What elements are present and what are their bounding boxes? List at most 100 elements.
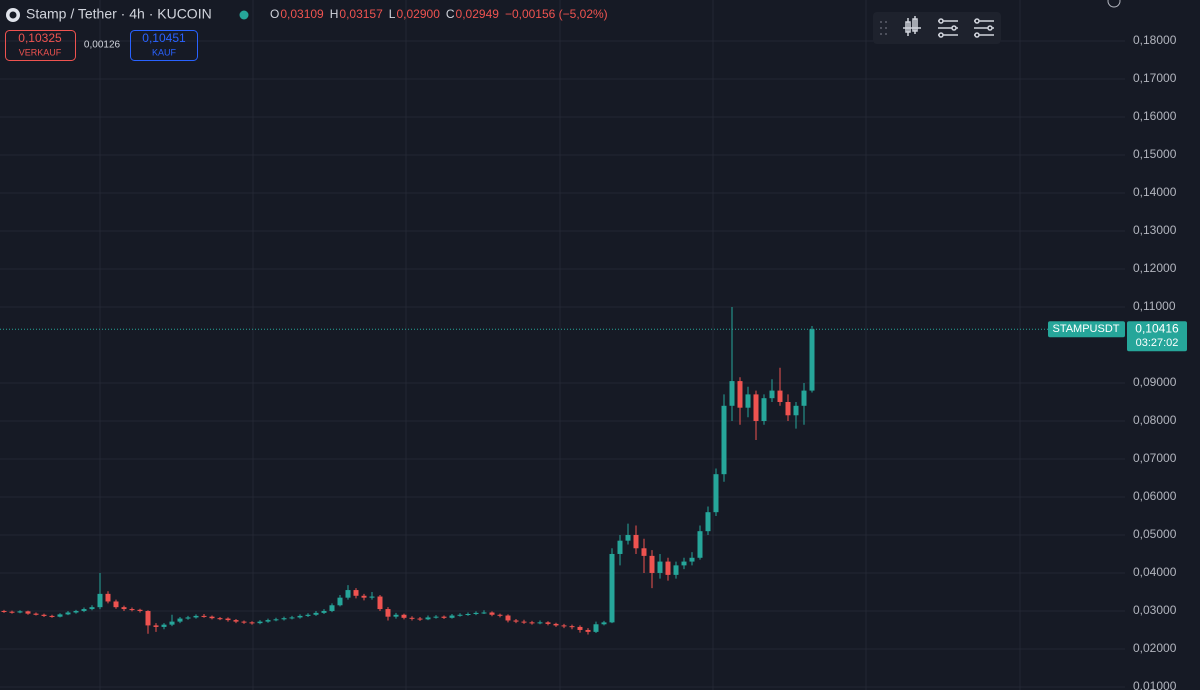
candle-body	[761, 398, 767, 421]
candle-body	[505, 615, 511, 621]
candle-body	[65, 612, 71, 615]
candle-body	[561, 625, 567, 627]
candle-body	[41, 614, 47, 616]
candle-body	[737, 381, 743, 408]
candle-body	[241, 621, 247, 623]
ohlc-key: O	[270, 7, 279, 21]
sell-button[interactable]	[5, 30, 76, 61]
candle-body	[297, 615, 303, 618]
y-tick-label: 0,01000	[1133, 679, 1177, 690]
candle-body	[209, 616, 215, 619]
candle-body	[585, 629, 591, 632]
candle-body	[641, 548, 647, 556]
candle-body	[489, 612, 495, 615]
candle-body	[353, 590, 359, 596]
candle-body	[249, 622, 255, 624]
candles	[1, 307, 815, 635]
candle-body	[697, 531, 703, 558]
candle-body	[153, 625, 159, 627]
candle-body	[529, 622, 535, 624]
ohlc-key: L	[389, 7, 396, 21]
candle-body	[257, 621, 263, 624]
candle-body	[129, 609, 135, 611]
candle-body	[617, 540, 623, 554]
y-tick-label: 0,14000	[1133, 185, 1177, 199]
candle-body	[89, 607, 95, 610]
ohlc-legend: O 0,03109 H 0,03157 L 0,02900 C 0,02949 −0,00156…	[270, 7, 608, 21]
candle-body	[785, 401, 791, 416]
candle-body	[673, 565, 679, 575]
candle-body	[769, 390, 775, 399]
candle-body	[393, 614, 399, 617]
candle-body	[497, 614, 503, 616]
y-tick-label: 0,11000	[1133, 299, 1176, 313]
candle-body	[417, 618, 423, 620]
candle-body	[225, 618, 231, 621]
candle-body	[649, 555, 655, 573]
candle-body	[305, 614, 311, 616]
candle-body	[377, 596, 383, 610]
y-tick-label: 0,13000	[1133, 223, 1177, 237]
candle-body	[185, 617, 191, 619]
candle-body	[553, 623, 559, 626]
y-tick-label: 0,06000	[1133, 489, 1177, 503]
candle-body	[113, 601, 119, 608]
y-tick-label: 0,07000	[1133, 451, 1177, 465]
indicator-button[interactable]	[903, 16, 921, 36]
candle-body	[449, 615, 455, 618]
candle-body	[665, 561, 671, 575]
candle-body	[409, 617, 415, 619]
candle-body	[233, 620, 239, 622]
ohlc-value: 0,03157	[339, 7, 383, 21]
zoom-button[interactable]	[1107, 0, 1121, 8]
candle-body	[569, 626, 575, 628]
chart-title: Stamp / Tether · 4h · KUCOIN	[26, 6, 212, 22]
candle-body	[713, 474, 719, 513]
settings-button[interactable]	[938, 18, 958, 38]
candle-body	[521, 621, 527, 623]
candle-body	[73, 610, 79, 613]
buy-price: 0,10451	[142, 31, 186, 45]
candle-body	[425, 617, 431, 620]
y-tick-label: 0,03000	[1133, 603, 1177, 617]
y-tick-label: 0,08000	[1133, 413, 1177, 427]
ohlc-value: 0,02949	[456, 7, 500, 21]
sell-label: VERKAUF	[19, 47, 62, 57]
candle-body	[609, 553, 615, 623]
candle-body	[265, 620, 271, 622]
candle-body	[385, 609, 391, 617]
toolbar	[873, 12, 1001, 44]
candle-body	[9, 611, 15, 613]
candle-body	[97, 593, 103, 608]
candle-body	[49, 615, 55, 617]
candle-body	[473, 612, 479, 615]
y-tick-label: 0,05000	[1133, 527, 1177, 541]
candle-body	[273, 619, 279, 621]
drag-handle	[880, 21, 887, 35]
candle-body	[433, 616, 439, 618]
y-tick-label: 0,12000	[1133, 261, 1177, 275]
ohlc-key: C	[446, 7, 455, 21]
candle-body	[361, 595, 367, 598]
candle-body	[329, 605, 335, 611]
y-tick-label: 0,18000	[1133, 33, 1177, 47]
candle-body	[145, 610, 151, 626]
candle-body	[121, 607, 127, 610]
candle-body	[729, 381, 735, 406]
y-tick-label: 0,17000	[1133, 71, 1177, 85]
y-tick-label: 0,02000	[1133, 641, 1177, 655]
candle-body	[689, 557, 695, 562]
candle-body	[401, 614, 407, 618]
layout-button[interactable]	[974, 18, 994, 38]
candle-body	[321, 610, 327, 613]
candle-body	[513, 620, 519, 622]
buy-button[interactable]	[130, 30, 198, 61]
candle-body	[1, 610, 7, 612]
candle-body	[809, 329, 815, 391]
candle-body	[777, 390, 783, 402]
candle-body	[753, 394, 759, 421]
ohlc-change: −0,00156 (−5,02%)	[505, 7, 608, 21]
candle-body	[657, 561, 663, 573]
candle-body	[705, 512, 711, 532]
